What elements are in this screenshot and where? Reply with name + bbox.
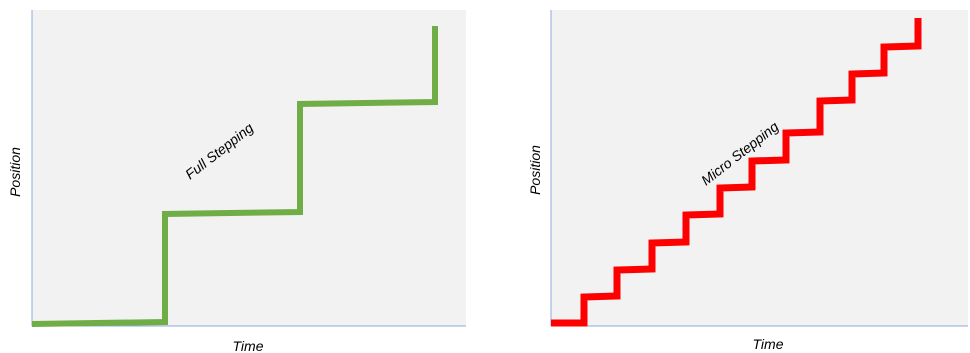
full-stepping-plot-area: [32, 10, 466, 326]
full-stepping-staircase-line: [31, 26, 438, 327]
micro-stepping-x-axis-label: Time: [753, 336, 784, 352]
full-stepping-y-axis-label: Position: [7, 147, 23, 197]
full-stepping-x-axis-label: Time: [233, 338, 264, 353]
micro-stepping-staircase-line: [551, 18, 922, 327]
full-stepping-panel: Full Stepping Time Position: [7, 10, 466, 353]
micro-stepping-panel: Micro Stepping Time Position: [527, 10, 968, 352]
micro-stepping-y-axis-label: Position: [527, 145, 543, 195]
